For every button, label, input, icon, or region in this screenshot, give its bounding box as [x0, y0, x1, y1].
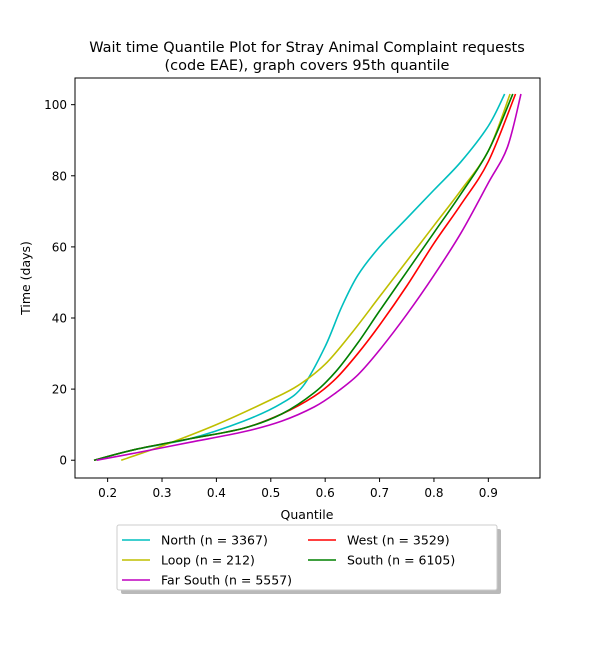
legend: North (n = 3367) West (n = 3529) Loop (n =…	[116, 524, 501, 594]
series-line-1	[93, 93, 517, 461]
series-line-0	[93, 93, 506, 461]
legend-label-4: Far South (n = 5557)	[161, 573, 292, 588]
series-line-3	[93, 93, 514, 461]
x-tick-label: 0.4	[207, 486, 226, 500]
legend-label-0: North (n = 3367)	[161, 533, 268, 548]
chart-subtitle: (code EAE), graph covers 95th quantile	[165, 58, 450, 74]
legend-box	[116, 524, 498, 591]
legend-label-3: South (n = 6105)	[347, 553, 455, 568]
x-tick-label: 0.2	[98, 486, 117, 500]
legend-label-2: Loop (n = 212)	[161, 553, 255, 568]
plot-lines	[93, 93, 522, 462]
y-tick-label: 100	[44, 98, 67, 112]
series-line-4	[96, 93, 522, 462]
x-tick-label: 0.6	[316, 486, 335, 500]
y-tick-label: 80	[52, 169, 67, 183]
plot-area-frame	[74, 77, 541, 479]
x-tick-label: 0.5	[261, 486, 280, 500]
y-axis-ticks: 0 20 40 60 80 100	[44, 98, 75, 468]
x-axis-ticks: 0.2 0.3 0.4 0.5 0.6 0.7 0.8 0.9	[98, 478, 498, 500]
legend-label-1: West (n = 3529)	[347, 533, 450, 548]
y-tick-label: 20	[52, 383, 67, 397]
x-tick-label: 0.9	[479, 486, 498, 500]
chart-title: Wait time Quantile Plot for Stray Animal…	[89, 40, 525, 56]
series-line-2	[120, 93, 511, 461]
x-axis-label: Quantile	[281, 507, 334, 522]
y-tick-label: 40	[52, 312, 67, 326]
y-tick-label: 0	[59, 454, 67, 468]
legend-items: North (n = 3367) West (n = 3529) Loop (n =…	[122, 533, 455, 588]
x-tick-label: 0.8	[424, 486, 443, 500]
y-axis-label: Time (days)	[18, 241, 33, 316]
x-tick-label: 0.7	[370, 486, 389, 500]
y-tick-label: 60	[52, 240, 67, 254]
x-tick-label: 0.3	[152, 486, 171, 500]
